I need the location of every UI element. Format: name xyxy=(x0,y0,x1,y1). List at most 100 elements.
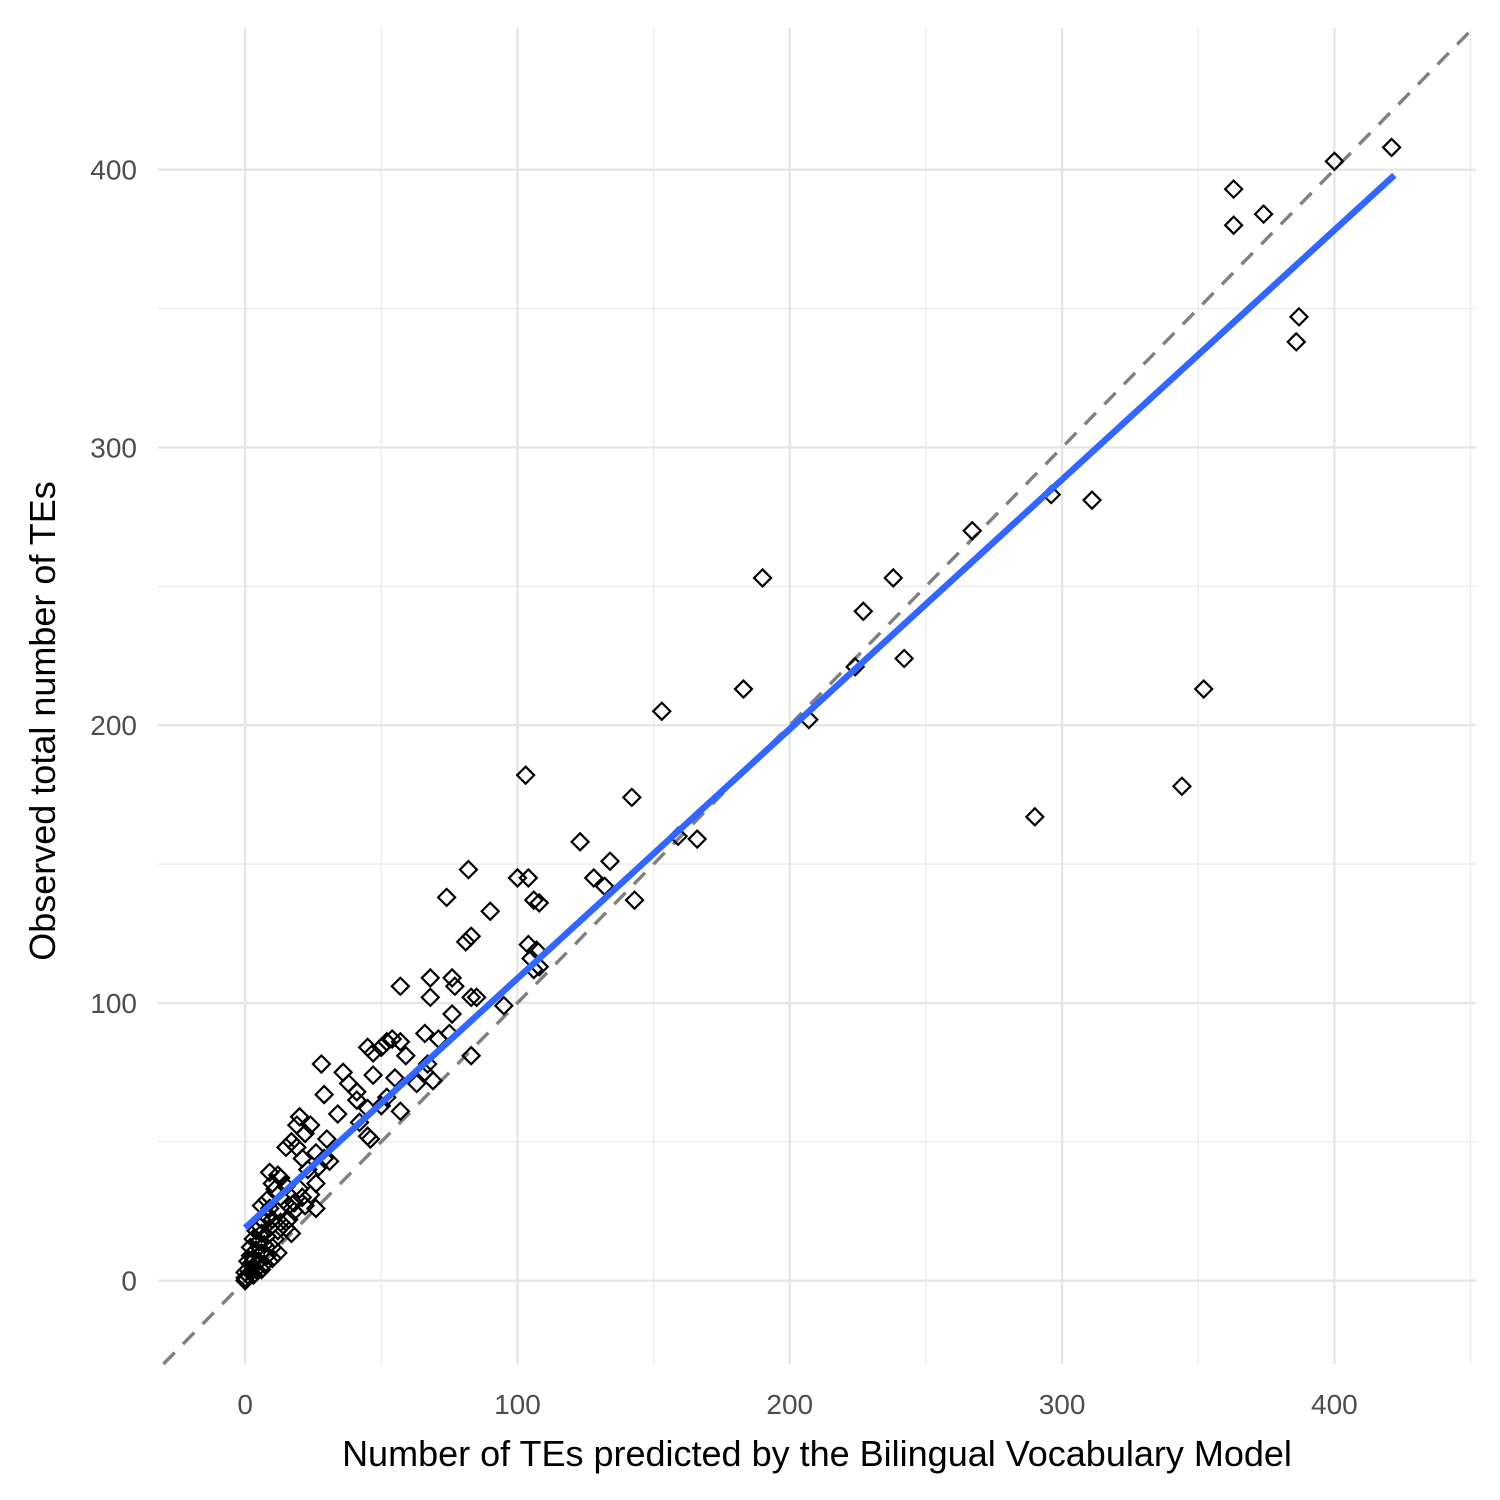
data-point xyxy=(363,1065,384,1086)
data-point xyxy=(251,1223,272,1244)
data-point xyxy=(406,1073,427,1094)
data-point xyxy=(518,867,539,888)
data-point xyxy=(390,1031,411,1052)
data-point xyxy=(458,859,479,880)
data-point xyxy=(284,1192,305,1213)
data-point xyxy=(1253,204,1274,225)
data-point xyxy=(466,987,487,1008)
x-tick-label: 300 xyxy=(1039,1389,1086,1420)
data-point xyxy=(1223,179,1244,200)
data-point xyxy=(235,1270,256,1291)
data-point xyxy=(1324,151,1345,172)
data-point xyxy=(314,1148,335,1169)
data-point xyxy=(371,1095,392,1116)
regression-line xyxy=(242,172,1397,1231)
x-tick-label: 0 xyxy=(237,1389,253,1420)
data-point xyxy=(420,987,441,1008)
data-point xyxy=(461,987,482,1008)
y-tick-label: 100 xyxy=(90,988,137,1019)
data-point xyxy=(894,648,915,669)
data-point xyxy=(515,765,536,786)
data-point xyxy=(493,995,514,1016)
data-point xyxy=(267,1201,288,1222)
data-point xyxy=(289,1106,310,1127)
data-point xyxy=(621,787,642,808)
data-point xyxy=(422,1070,444,1091)
data-point xyxy=(523,890,544,911)
data-point xyxy=(1171,776,1192,797)
data-point xyxy=(390,1101,411,1122)
data-point xyxy=(1223,215,1244,236)
data-point xyxy=(752,567,773,589)
data-point xyxy=(480,901,501,922)
data-point xyxy=(294,1123,316,1144)
data-point xyxy=(733,679,754,700)
data-point xyxy=(281,1223,302,1244)
data-point xyxy=(338,1073,359,1094)
data-point xyxy=(436,887,457,908)
data-point xyxy=(267,1220,288,1241)
data-point xyxy=(243,1265,264,1286)
data-point xyxy=(583,867,604,888)
data-points xyxy=(235,137,1402,1291)
data-point xyxy=(245,1220,267,1241)
x-tick-label: 100 xyxy=(494,1389,541,1420)
data-point xyxy=(248,1231,269,1252)
x-axis-title: Number of TEs predicted by the Bilingual… xyxy=(342,1433,1292,1474)
data-point xyxy=(314,1084,335,1105)
x-axis-ticks: 0 100 200 300 400 xyxy=(237,1389,1357,1420)
data-point xyxy=(245,1259,267,1280)
data-point xyxy=(292,1187,313,1208)
data-point xyxy=(395,1045,416,1066)
data-point xyxy=(461,1045,482,1066)
data-point xyxy=(262,1248,283,1269)
data-point xyxy=(284,1201,305,1222)
y-tick-label: 0 xyxy=(121,1266,137,1297)
data-point xyxy=(346,1090,367,1111)
data-point xyxy=(371,1037,392,1058)
data-point xyxy=(455,931,476,952)
data-point xyxy=(1024,806,1045,827)
data-point xyxy=(1288,306,1310,327)
data-point xyxy=(294,1195,316,1216)
data-point xyxy=(853,601,874,622)
data-point xyxy=(883,567,904,589)
data-point xyxy=(311,1053,332,1075)
y-tick-label: 200 xyxy=(90,710,137,741)
data-point xyxy=(651,701,672,722)
data-point xyxy=(624,890,645,911)
data-point xyxy=(444,976,465,997)
data-point xyxy=(363,1042,384,1063)
data-point xyxy=(962,520,983,541)
data-point xyxy=(599,851,621,872)
identity-line xyxy=(162,26,1475,1366)
reference-lines xyxy=(162,26,1475,1366)
data-point xyxy=(262,1173,283,1194)
data-point xyxy=(570,831,591,852)
data-point xyxy=(1081,490,1103,511)
data-point xyxy=(1286,331,1307,352)
data-point xyxy=(442,967,463,988)
data-point xyxy=(529,892,550,913)
y-axis-ticks: 0 100 200 300 400 xyxy=(90,155,137,1297)
data-point xyxy=(300,1115,321,1136)
data-point xyxy=(235,1267,256,1288)
data-point xyxy=(420,967,441,988)
data-point xyxy=(390,976,411,997)
y-axis-title: Observed total number of TEs xyxy=(22,481,63,961)
data-point xyxy=(251,1259,272,1280)
data-point xyxy=(442,1003,463,1025)
data-point xyxy=(461,926,482,947)
data-point xyxy=(346,1081,367,1102)
data-point xyxy=(414,1023,435,1044)
y-tick-label: 300 xyxy=(90,432,137,463)
x-tick-label: 400 xyxy=(1311,1389,1358,1420)
y-tick-label: 400 xyxy=(90,155,137,186)
data-point xyxy=(254,1253,275,1275)
data-point xyxy=(1381,137,1402,158)
data-point xyxy=(305,1173,326,1194)
data-point xyxy=(316,1128,337,1150)
data-point xyxy=(333,1062,354,1083)
